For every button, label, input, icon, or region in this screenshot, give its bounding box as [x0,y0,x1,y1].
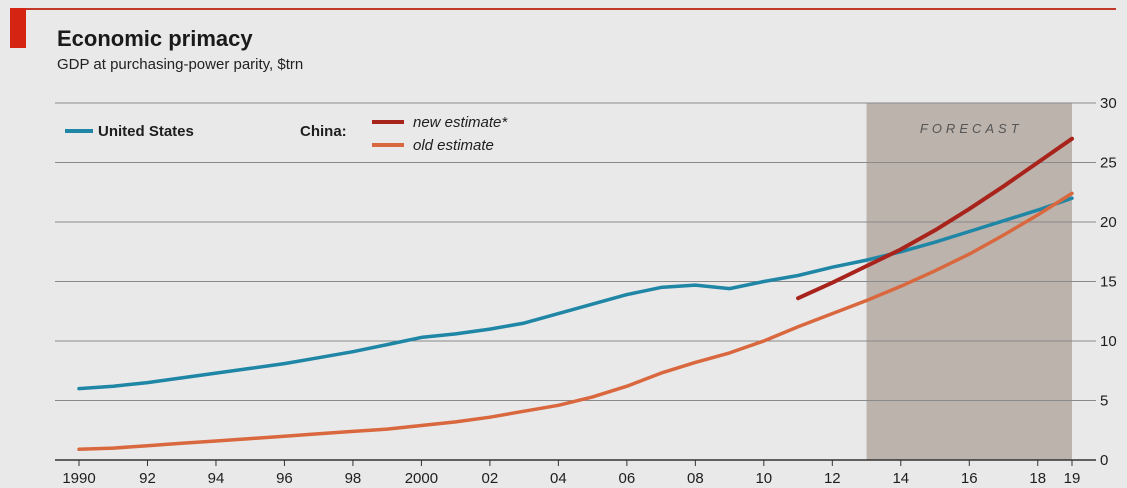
x-tick-label-2010: 10 [755,470,772,487]
forecast-label: FORECAST [920,121,1023,136]
chart-title: Economic primacy [57,26,253,51]
y-tick-label-15: 15 [1100,274,1117,291]
x-tick-label-2008: 08 [687,470,704,487]
x-tick-label-2002: 02 [482,470,499,487]
y-tick-label-30: 30 [1100,95,1117,112]
chart-subtitle: GDP at purchasing-power parity, $trn [57,56,304,73]
x-tick-label-1990: 1990 [62,470,95,487]
series-layer [77,136,1074,452]
legend-label-new: new estimate* [413,114,508,131]
y-tick-label-25: 25 [1100,155,1117,172]
x-tick-label-2006: 06 [619,470,636,487]
legend: United States China: new estimate* old e… [65,114,508,154]
x-tick-label-2004: 04 [550,470,567,487]
y-tick-label-0: 0 [1100,452,1108,469]
x-tick-label-1998: 98 [345,470,362,487]
x-tick-label-2012: 12 [824,470,841,487]
x-tick-label-2016: 16 [961,470,978,487]
legend-label-china: China: [300,123,347,140]
y-tick-label-5: 5 [1100,393,1108,410]
x-tick-label-1996: 96 [276,470,293,487]
x-tick-label-1992: 92 [139,470,156,487]
x-tick-label-2014: 14 [892,470,909,487]
red-accent-tag [10,8,26,48]
x-tick-label-2000: 2000 [405,470,438,487]
series-line-1 [796,136,1074,301]
y-tick-label-10: 10 [1100,333,1117,350]
series-line-0 [77,196,1074,391]
x-tick-label-2018: 18 [1029,470,1046,487]
x-tick-label-1994: 94 [208,470,225,487]
legend-label-us: United States [98,123,194,140]
top-rule [10,8,1116,10]
legend-label-old: old estimate [413,137,494,154]
axis-layer: 0 5 10 15 20 25 30 1990 92 94 96 98 2000 02 04 06 08 10 12… [62,95,1116,487]
series-line-2 [77,191,1074,452]
y-tick-label-20: 20 [1100,214,1117,231]
x-tick-label-2019: 19 [1064,470,1081,487]
